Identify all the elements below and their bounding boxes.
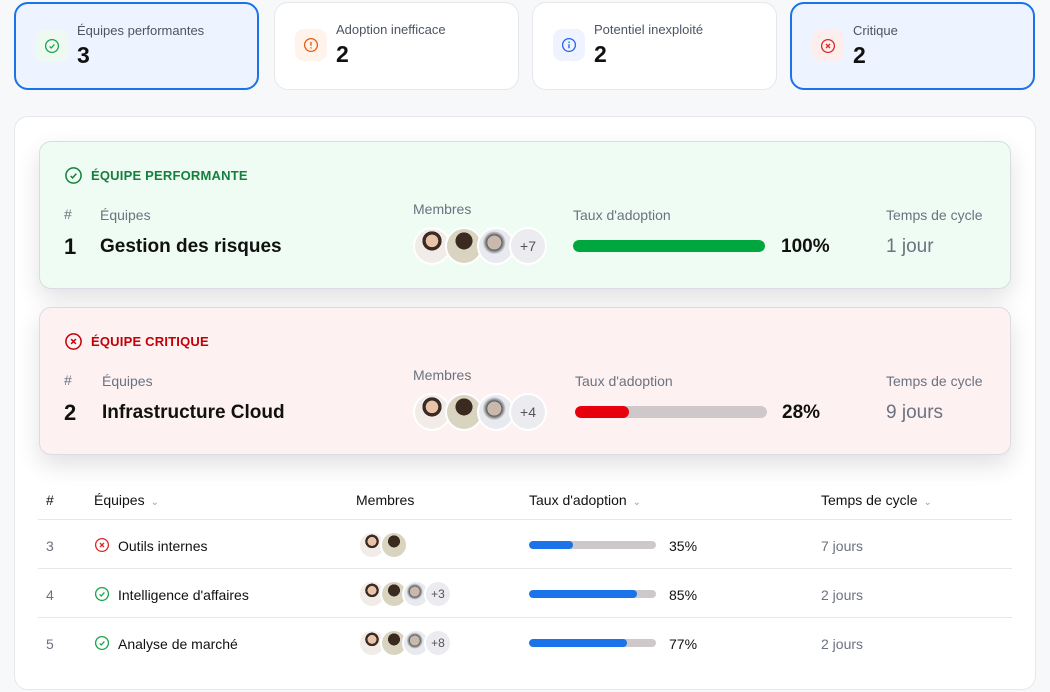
adoption-bar [529,590,656,598]
members-label: Membres [413,201,472,217]
check-circle-icon [64,166,83,185]
stat-value: 3 [77,42,90,68]
col-teams-label: Équipes [94,492,145,508]
row-cycle: 2 jours [821,636,864,652]
table-row[interactable]: 5 Analyse de marché +8 77% 2 jours [38,617,1012,666]
members-label: Membres [413,367,472,383]
more-members-badge[interactable]: +8 [424,629,452,657]
x-circle-icon [812,30,844,62]
team-name: Gestion des risques [100,236,282,257]
row-adoption: 35% [669,538,698,554]
highlight-card[interactable]: ÉQUIPE PERFORMANTE # Équipes 1 Gestion des r… [39,141,1011,289]
teams-label: Équipes [102,373,153,389]
row-rank: 3 [46,538,54,554]
adoption-bar [575,406,767,418]
adoption-bar [573,240,765,252]
rank-label: # [64,372,72,388]
row-cycle: 7 jours [821,538,864,554]
more-members-badge[interactable]: +3 [424,580,452,608]
chevron-down-icon: ⌄ [150,497,159,508]
adoption-label: Taux d'adoption [575,373,673,389]
stat-label: Critique [853,23,898,38]
col-adoption[interactable]: Taux d'adoption ⌄ [529,492,641,508]
col-cycle-label: Temps de cycle [821,492,918,508]
stat-card[interactable]: Adoption inefficace 2 [274,2,519,90]
info-circle-icon [553,29,585,61]
stat-value: 2 [594,41,607,67]
rank: 1 [64,234,77,259]
rank-label: # [64,206,72,222]
cycle-label: Temps de cycle [886,207,983,223]
cycle-label: Temps de cycle [886,373,983,389]
member-avatar[interactable] [380,531,408,559]
adoption-value: 100% [781,236,830,257]
check-circle-icon [94,586,110,605]
stat-card[interactable]: Potentiel inexploité 2 [532,2,777,90]
stat-value: 2 [336,41,349,67]
stat-value: 2 [853,42,866,68]
stat-card[interactable]: Équipes performantes 3 [14,2,259,90]
chevron-down-icon: ⌄ [923,497,932,508]
col-cycle[interactable]: Temps de cycle ⌄ [821,492,932,508]
row-rank: 5 [46,636,54,652]
rank: 2 [64,400,77,425]
highlight-card[interactable]: ÉQUIPE CRITIQUE # Équipes 2 Infrastructure C… [39,307,1011,455]
row-rank: 4 [46,587,54,603]
x-circle-icon [64,332,83,351]
chevron-down-icon: ⌄ [632,497,642,508]
table-row[interactable]: 3 Outils internes 35% 7 jours [38,519,1012,568]
row-team-name: Outils internes [118,538,208,554]
teams-label: Équipes [100,207,151,223]
highlight-tag: ÉQUIPE CRITIQUE [91,334,209,349]
highlight-tag: ÉQUIPE PERFORMANTE [91,168,248,183]
col-members: Membres [356,492,415,508]
col-adoption-label: Taux d'adoption [529,492,627,508]
adoption-value: 28% [782,402,821,423]
more-members-badge[interactable]: +4 [509,393,547,431]
row-team-name: Intelligence d'affaires [118,587,249,603]
stat-card[interactable]: Critique 2 [790,2,1035,90]
cycle-value: 9 jours [886,402,944,423]
stat-label: Adoption inefficace [336,22,446,37]
cycle-value: 1 jour [886,236,934,257]
col-rank: # [46,492,54,508]
row-team-name: Analyse de marché [118,636,238,652]
check-circle-icon [36,30,68,62]
stat-label: Potentiel inexploité [594,22,704,37]
adoption-bar [529,639,656,647]
adoption-label: Taux d'adoption [573,207,671,223]
x-circle-icon [94,537,110,556]
row-cycle: 2 jours [821,587,864,603]
check-circle-icon [94,635,110,654]
row-adoption: 85% [669,587,698,603]
more-members-badge[interactable]: +7 [509,227,547,265]
adoption-bar [529,541,656,549]
table-row[interactable]: 4 Intelligence d'affaires +3 85% 2 jours [38,568,1012,617]
stat-label: Équipes performantes [77,23,205,38]
row-adoption: 77% [669,636,698,652]
alert-circle-icon [295,29,327,61]
team-name: Infrastructure Cloud [102,402,285,423]
col-teams[interactable]: Équipes ⌄ [94,492,159,508]
